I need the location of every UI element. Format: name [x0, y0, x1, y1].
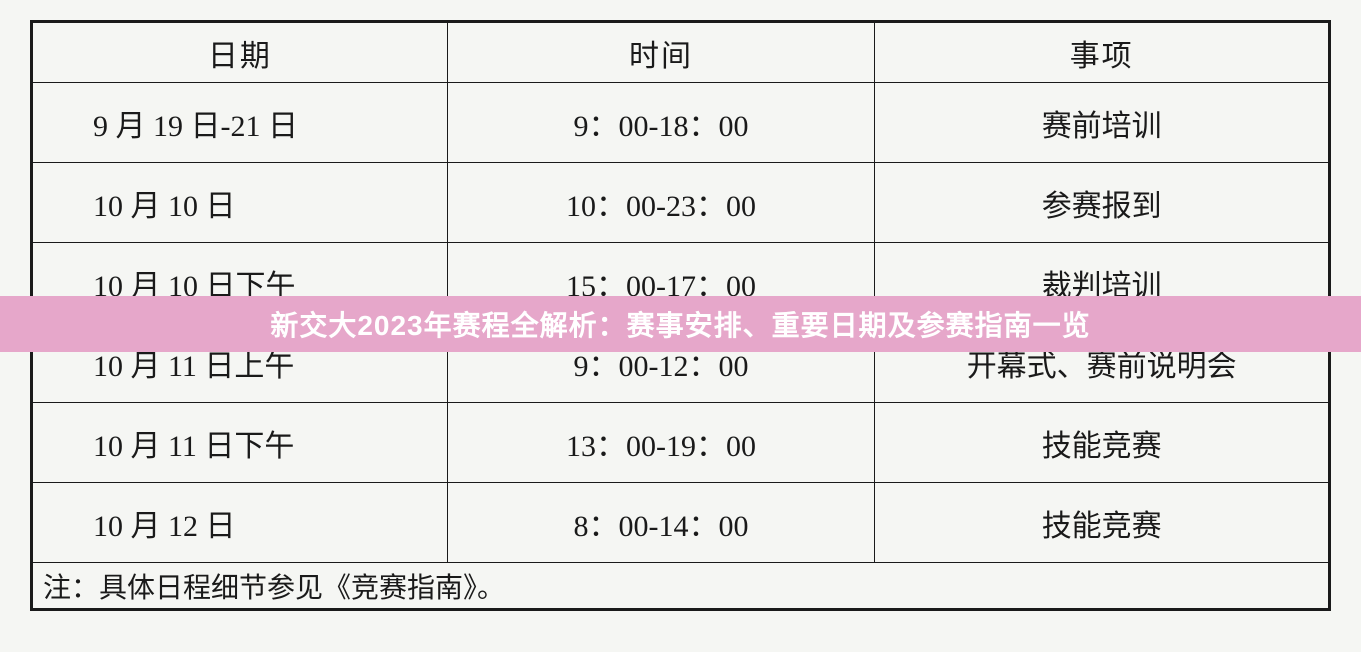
header-time: 时间 — [447, 23, 875, 83]
table-row: 9 月 19 日-21 日 9：00-18：00 赛前培训 — [33, 83, 1329, 163]
banner-text: 新交大2023年赛程全解析：赛事安排、重要日期及参赛指南一览 — [270, 304, 1090, 344]
cell-date: 10 月 11 日下午 — [33, 403, 448, 483]
cell-date: 9 月 19 日-21 日 — [33, 83, 448, 163]
cell-event: 技能竞赛 — [875, 483, 1329, 563]
title-banner: 新交大2023年赛程全解析：赛事安排、重要日期及参赛指南一览 — [0, 296, 1361, 352]
table-row: 10 月 12 日 8：00-14：00 技能竞赛 — [33, 483, 1329, 563]
cell-event: 参赛报到 — [875, 163, 1329, 243]
table-note: 注：具体日程细节参见《竞赛指南》。 — [33, 563, 1329, 609]
table-header-row: 日期 时间 事项 — [33, 23, 1329, 83]
header-date: 日期 — [33, 23, 448, 83]
cell-time: 8：00-14：00 — [447, 483, 875, 563]
table-row: 10 月 11 日下午 13：00-19：00 技能竞赛 — [33, 403, 1329, 483]
cell-event: 赛前培训 — [875, 83, 1329, 163]
header-event: 事项 — [875, 23, 1329, 83]
cell-date: 10 月 12 日 — [33, 483, 448, 563]
cell-time: 10：00-23：00 — [447, 163, 875, 243]
cell-time: 13：00-19：00 — [447, 403, 875, 483]
cell-time: 9：00-18：00 — [447, 83, 875, 163]
cell-date: 10 月 10 日 — [33, 163, 448, 243]
table-row: 10 月 10 日 10：00-23：00 参赛报到 — [33, 163, 1329, 243]
cell-event: 技能竞赛 — [875, 403, 1329, 483]
table-note-row: 注：具体日程细节参见《竞赛指南》。 — [33, 563, 1329, 609]
